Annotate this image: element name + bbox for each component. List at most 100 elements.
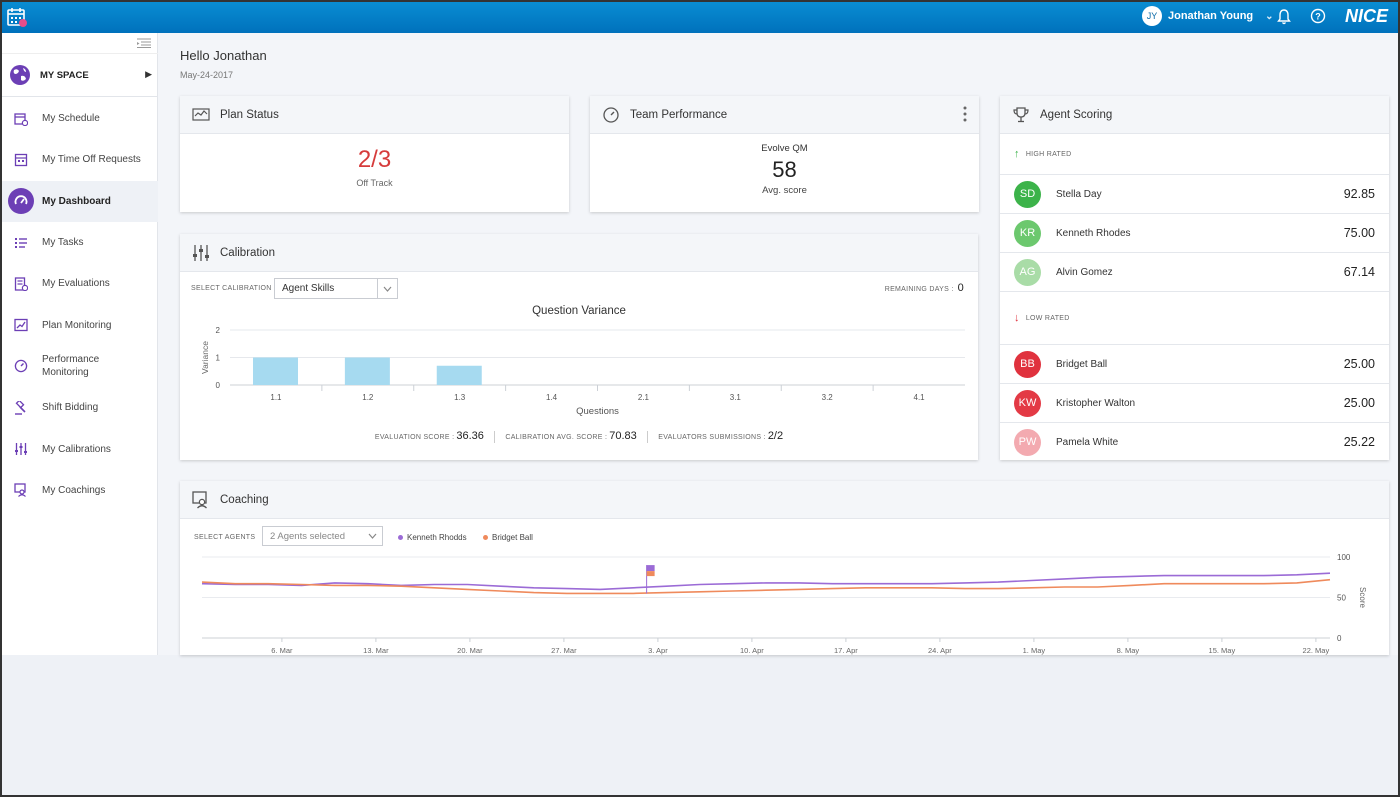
sidebar-item-label: My Schedule [42,113,100,125]
low-rated-label: LOW RATED [1025,314,1070,322]
bar [253,357,298,385]
kebab-menu-icon[interactable] [963,106,967,122]
sidebar-item-my-schedule[interactable]: My Schedule [2,98,158,139]
high-rated-label: HIGH RATED [1025,150,1072,158]
agent-score: 67.14 [1343,265,1375,279]
bar [436,365,482,385]
collapse-menu-icon[interactable] [137,38,151,48]
calibration-card: Calibration SELECT CALIBRATION Agent Ski… [180,234,978,460]
plan-monitoring-icon [14,318,28,332]
help-icon[interactable]: ? [1310,8,1326,24]
arrow-down-icon: ↓ [1014,312,1020,324]
agent-row[interactable]: KR Kenneth Rhodes 75.00 [1000,213,1389,252]
flag-marker [646,571,655,577]
avatar: BB [1014,350,1041,378]
y-tick-label: 1 [216,354,221,363]
agent-row[interactable]: AG Alvin Gomez 67.14 [1000,252,1389,291]
agent-name: Kristopher Walton [1056,397,1136,409]
x-tick-label: 2.1 [638,393,650,402]
x-tick-label: 1.2 [362,393,374,402]
sidebar-item-plan-monitoring[interactable]: Plan Monitoring [2,304,158,345]
y-tick-label: 2 [216,326,221,335]
evaluation-score-value: 36.36 [456,430,484,442]
select-calibration-label: SELECT CALIBRATION [191,285,272,292]
monitor-chart-icon [192,107,210,121]
bar [344,357,390,385]
coaching-score-chart: 0 50 100 Score 6. Mar 13. Mar 20. Mar 27. Mar 3.… [201,553,1367,655]
bell-icon[interactable] [1276,8,1292,25]
evaluator-submissions-value: 2/2 [767,430,784,442]
calibration-avg-value: 70.83 [609,430,637,442]
calendar-icon[interactable] [6,6,28,28]
calibrations-icon [15,443,27,456]
user-menu[interactable]: JY Jonathan Young ⌄ [1142,6,1274,26]
team-performance-card: Team Performance Evolve QM 58 Avg. score [590,96,979,212]
calibration-avg-label: CALIBRATION AVG. SCORE : [505,434,608,441]
agent-row[interactable]: PW Pamela White 25.22 [1000,422,1389,461]
sidebar-item-my-tasks[interactable]: My Tasks [2,222,158,263]
legend-item[interactable]: Bridget Ball [483,533,533,542]
y-tick-label: 0 [216,381,221,390]
team-performance-label: Avg. score [762,185,807,196]
sidebar-item-my-dashboard[interactable]: My Dashboard [2,180,158,222]
tasks-icon [15,237,27,248]
sidebar-item-label: My Calibrations [42,443,111,455]
agents-select[interactable]: 2 Agents selected [262,526,383,546]
calibration-select[interactable]: Agent Skills [274,278,398,299]
y-tick-label: 0 [1337,634,1342,643]
x-tick-label: 8. May [1117,646,1140,655]
legend-item[interactable]: Kenneth Rhodds [398,533,467,542]
divider [647,431,648,444]
user-name: Jonathan Young [1168,10,1254,22]
dashboard-gauge-icon [8,188,34,215]
calibration-select-value: Agent Skills [282,283,335,294]
speedometer-icon [603,106,619,123]
x-tick-label: 1.1 [270,393,282,402]
team-performance-source: Evolve QM [761,143,808,154]
my-space-label: MY SPACE [40,69,89,81]
card-title: Team Performance [630,108,728,121]
coachings-icon [14,483,26,498]
evaluator-submissions-label: EVALUATORS SUBMISSIONS : [658,434,766,441]
card-header: Calibration [180,234,978,272]
time-off-icon [14,153,28,167]
card-title: Plan Status [220,108,279,121]
sidebar-item-shift-bidding[interactable]: Shift Bidding [2,387,158,428]
sidebar-item-label: Performance Monitoring [42,354,100,379]
shift-bidding-icon [15,400,26,415]
low-rated-list: BB Bridget Ball 25.00 KW Kristopher Walt… [1000,344,1389,461]
globe-icon [10,65,30,85]
chevron-down-icon: ⌄ [1265,10,1274,22]
high-rated-list: SD Stella Day 92.85 KR Kenneth Rhodes 75… [1000,174,1389,291]
sidebar-item-my-evaluations[interactable]: My Evaluations [2,263,158,304]
x-tick-label: 22. May [1303,646,1330,655]
agent-row[interactable]: BB Bridget Ball 25.00 [1000,344,1389,383]
x-axis-label: Questions [576,406,619,417]
agents-select-value: 2 Agents selected [270,530,345,542]
my-space-menu[interactable]: MY SPACE ▶ [2,53,158,97]
calibration-stats: EVALUATION SCORE :36.36 CALIBRATION AVG.… [180,430,978,444]
brand-logo: NICE [1345,6,1389,26]
schedule-icon [14,112,28,126]
coaching-board-icon [192,490,207,508]
sidebar-item-my-coachings[interactable]: My Coachings [2,470,158,511]
remaining-days: REMAINING DAYS :0 [885,282,964,294]
sidebar-item-performance-monitoring[interactable]: Performance Monitoring [2,346,158,387]
x-tick-label: 6. Mar [271,646,293,655]
x-tick-label: 3.1 [730,393,742,402]
legend-swatch [483,535,488,540]
sidebar-item-label: My Time Off Requests [42,154,141,166]
sidebar-item-label: Plan Monitoring [42,319,112,331]
agent-name: Alvin Gomez [1056,266,1113,278]
sidebar-item-my-calibrations[interactable]: My Calibrations [2,428,158,469]
agent-row[interactable]: KW Kristopher Walton 25.00 [1000,383,1389,422]
agent-row[interactable]: SD Stella Day 92.85 [1000,174,1389,213]
sidebar-item-my-time-off-requests[interactable]: My Time Off Requests [2,139,158,180]
agent-name: Bridget Ball [1056,358,1108,370]
card-title: Calibration [220,246,275,259]
x-tick-label: 1.3 [454,393,466,402]
team-performance-value: 58 [772,157,797,182]
series-line [201,572,1331,591]
plan-status-value: 2/3 [357,146,392,173]
sidebar-item-label: My Dashboard [42,195,111,207]
